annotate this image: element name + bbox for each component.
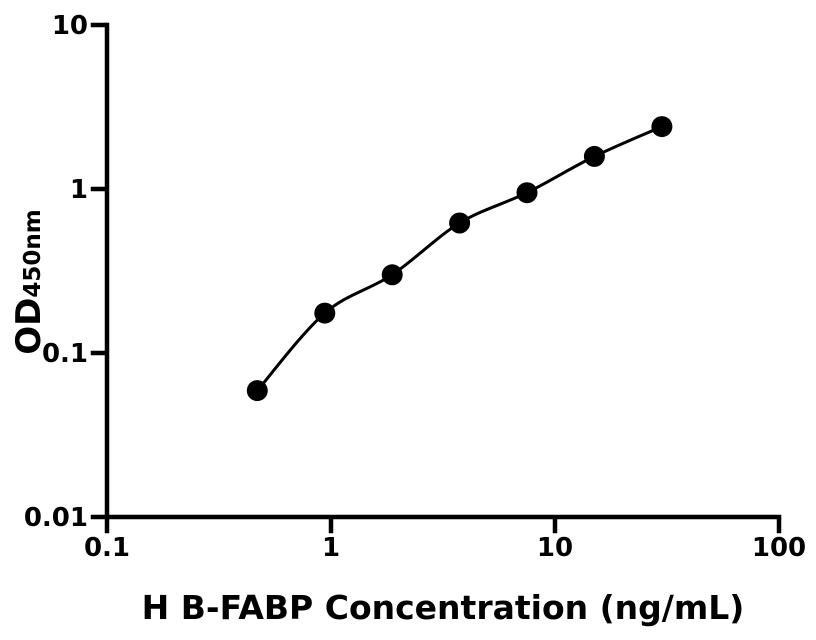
data-point xyxy=(314,302,336,324)
x-tick-label: 0.1 xyxy=(84,533,130,563)
data-point xyxy=(583,145,605,167)
data-points-group xyxy=(246,116,673,402)
y-tick-label: 10 xyxy=(52,11,88,41)
data-point xyxy=(381,264,403,286)
fit-curve xyxy=(256,125,663,392)
y-tick-label: 0.1 xyxy=(42,339,88,369)
data-point xyxy=(516,182,538,204)
y-axis-title-main: OD xyxy=(9,297,49,355)
data-point xyxy=(246,380,268,402)
x-tick-label: 10 xyxy=(537,533,573,563)
x-tick-label: 100 xyxy=(752,533,806,563)
data-point xyxy=(651,116,673,138)
x-axis-title: H B-FABP Concentration (ng/mL) xyxy=(141,588,745,627)
axes xyxy=(104,22,782,520)
y-tick-label: 1 xyxy=(70,175,88,205)
y-axis-title: OD 450nm xyxy=(9,187,51,377)
data-point xyxy=(449,212,471,234)
y-axis-title-subscript: 450nm xyxy=(20,209,46,298)
axis-ticks xyxy=(90,22,782,534)
fit-curve-group xyxy=(256,125,663,392)
x-tick-label: 1 xyxy=(322,533,340,563)
axis-spines xyxy=(104,22,782,520)
y-tick-label: 0.01 xyxy=(24,503,88,533)
